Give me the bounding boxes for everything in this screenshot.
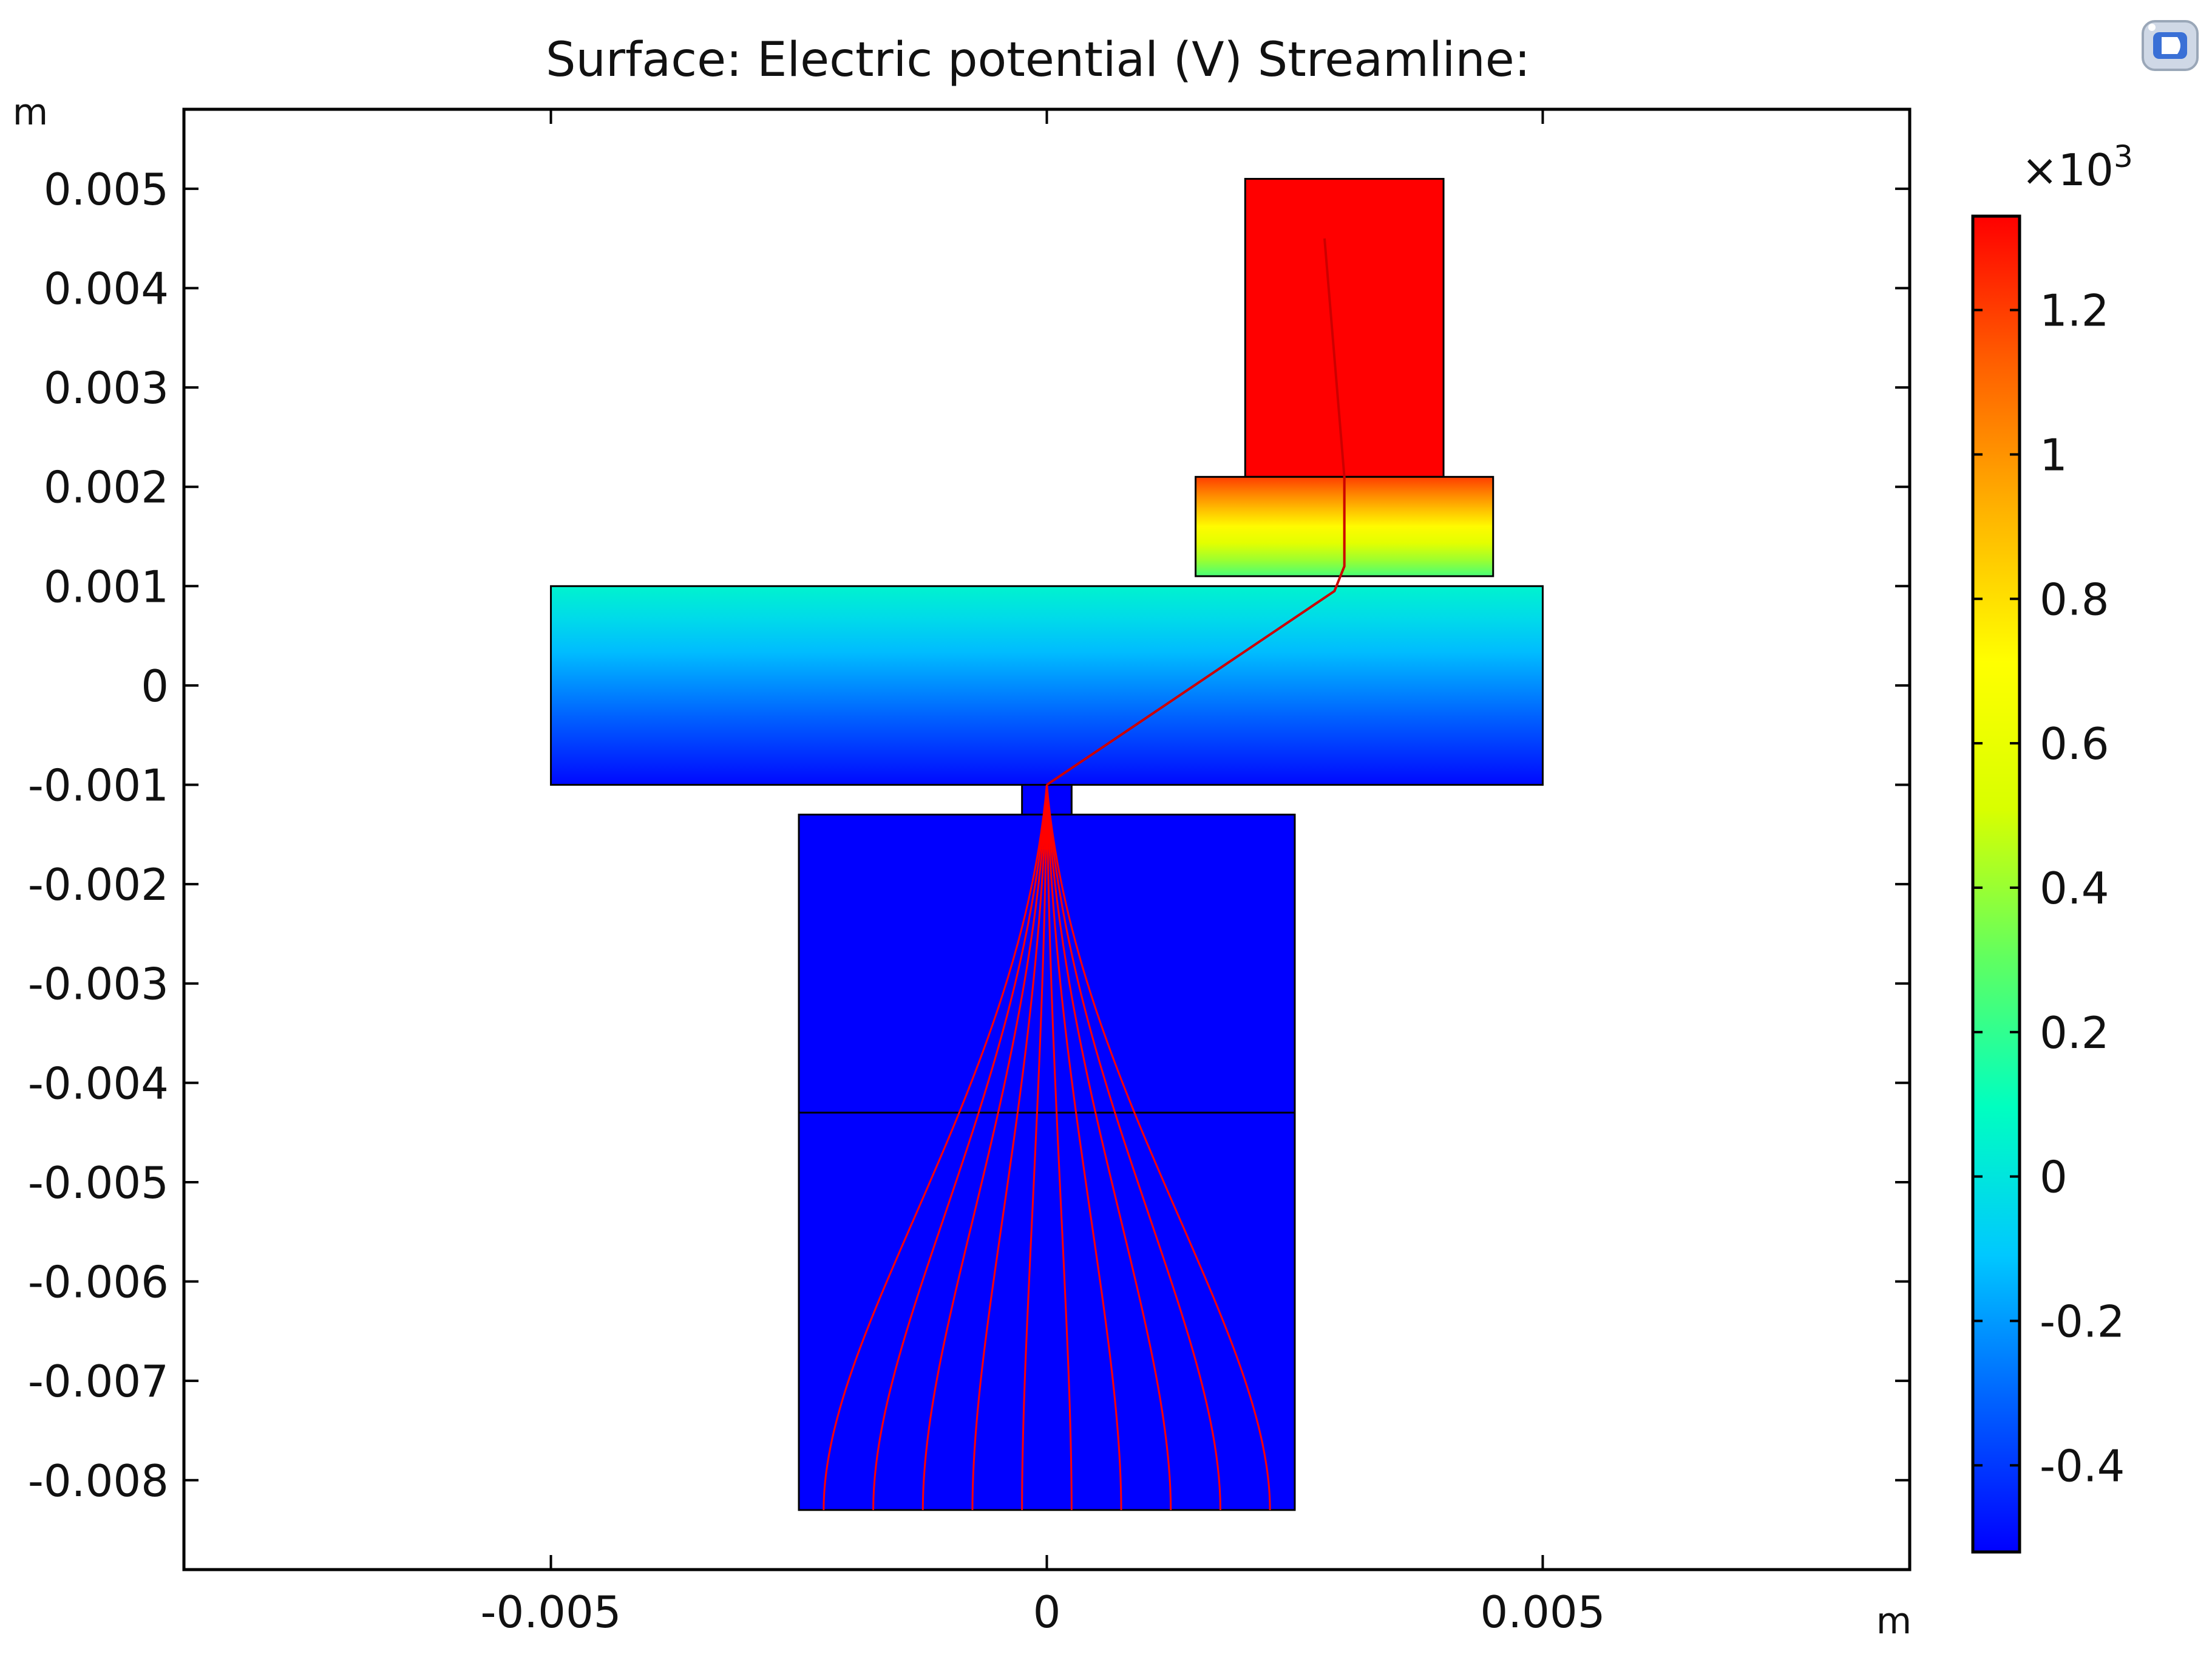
y-tick-label: -0.004 bbox=[28, 1058, 169, 1109]
streamline bbox=[1046, 784, 1172, 1510]
y-tick-label: 0.005 bbox=[44, 164, 169, 215]
streamline bbox=[1046, 784, 1221, 1510]
plot-title: Surface: Electric potential (V) Streamli… bbox=[546, 33, 1530, 87]
domain-top-electrode bbox=[1244, 178, 1445, 478]
colorbar-tick-label: 0.2 bbox=[2040, 1007, 2109, 1058]
y-tick-label: -0.005 bbox=[28, 1157, 169, 1208]
y-tick-label: 0.002 bbox=[44, 462, 169, 513]
streamlines bbox=[823, 238, 1346, 1510]
y-tick-label: -0.008 bbox=[28, 1455, 169, 1506]
y-tick-label: -0.006 bbox=[28, 1257, 169, 1308]
colorbar-tick-label: -0.4 bbox=[2040, 1440, 2125, 1491]
x-axis-label: m bbox=[1876, 1600, 1912, 1642]
colorbar-tick-label: -0.2 bbox=[2040, 1296, 2125, 1347]
streamline bbox=[1046, 784, 1271, 1510]
streamline bbox=[1046, 784, 1122, 1510]
colorbar: ×103 1.2 1 0.8 0.6 0.4 0.2 0 -0.2 -0.4 bbox=[1971, 139, 2133, 1554]
streamline bbox=[1021, 784, 1048, 1510]
x-tick-label: 0 bbox=[1033, 1587, 1061, 1638]
streamline-main bbox=[1046, 238, 1346, 786]
streamline bbox=[1046, 784, 1073, 1510]
y-tick-label: -0.002 bbox=[28, 859, 169, 910]
x-axis-ticks: -0.005 0 0.005 bbox=[480, 109, 1606, 1638]
y-tick-label: 0.001 bbox=[44, 561, 169, 612]
geometry-domains bbox=[550, 178, 1544, 1511]
y-tick-label: 0.004 bbox=[44, 263, 169, 314]
y-axis-ticks: 0.005 0.004 0.003 0.002 0.001 0 -0.001 -0.002 -0… bbox=[28, 164, 1910, 1506]
y-tick-label: 0.003 bbox=[44, 362, 169, 413]
colorbar-tick-label: 0.4 bbox=[2040, 863, 2109, 914]
y-tick-label: -0.007 bbox=[28, 1356, 169, 1407]
comsol-logo-icon[interactable] bbox=[2142, 20, 2199, 71]
colorbar-tick-label: 0 bbox=[2040, 1152, 2068, 1203]
domain-middle-slab bbox=[550, 585, 1544, 786]
streamline bbox=[823, 784, 1048, 1510]
y-tick-label: -0.001 bbox=[28, 760, 169, 811]
colorbar-ticks: 1.2 1 0.8 0.6 0.4 0.2 0 -0.2 -0.4 bbox=[1973, 285, 2125, 1491]
colorbar-exponent: 3 bbox=[2114, 139, 2133, 174]
y-tick-label: -0.003 bbox=[28, 959, 169, 1010]
x-tick-label: -0.005 bbox=[480, 1587, 621, 1638]
colorbar-tick-label: 0.6 bbox=[2040, 718, 2109, 769]
colorbar-tick-label: 1.2 bbox=[2040, 285, 2109, 336]
y-tick-label: 0 bbox=[141, 661, 169, 712]
streamline bbox=[971, 784, 1048, 1510]
streamline bbox=[872, 784, 1048, 1510]
colorbar-multiplier: ×103 bbox=[2021, 139, 2133, 196]
colorbar-tick-label: 0.8 bbox=[2040, 574, 2109, 625]
domain-bottom-block bbox=[798, 814, 1296, 1511]
colorbar-gradient bbox=[1971, 214, 2021, 1554]
colorbar-tick-label: 1 bbox=[2040, 429, 2068, 480]
x-tick-label: 0.005 bbox=[1480, 1587, 1605, 1638]
streamline bbox=[921, 784, 1048, 1510]
y-axis-label: m bbox=[13, 91, 48, 134]
